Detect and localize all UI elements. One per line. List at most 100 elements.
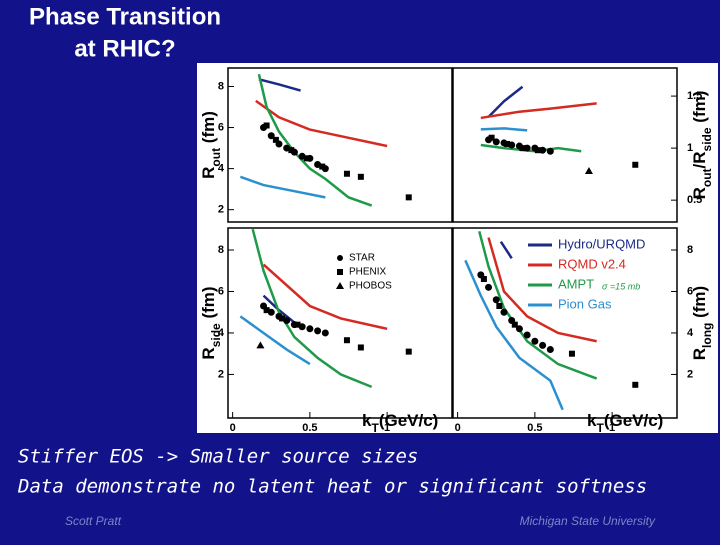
y-axis-label: Rlong (fm) bbox=[690, 286, 714, 360]
model-curve bbox=[239, 175, 326, 199]
data-point bbox=[546, 346, 554, 354]
panel-frame bbox=[452, 67, 678, 223]
label-part: long bbox=[700, 323, 714, 348]
legend-label: PHOBOS bbox=[349, 281, 392, 292]
label-part: T bbox=[371, 421, 379, 435]
label-part: R bbox=[690, 187, 709, 199]
label-part: (fm) bbox=[199, 111, 218, 148]
label-part: R bbox=[690, 348, 709, 360]
y-axis-label: Rside (fm) bbox=[199, 286, 223, 359]
data-point bbox=[303, 155, 310, 162]
data-point bbox=[263, 122, 270, 129]
data-point bbox=[357, 344, 364, 351]
footer-author: Scott Pratt bbox=[65, 514, 122, 528]
data-point bbox=[584, 167, 593, 175]
y-axis-label: Rout/Rside (fm) bbox=[690, 91, 714, 200]
data-point bbox=[314, 327, 322, 335]
label-part: side bbox=[209, 323, 223, 347]
panel-frame bbox=[227, 67, 453, 223]
label-part: /R bbox=[690, 151, 709, 168]
data-point bbox=[343, 170, 350, 177]
y-tick-label: 4 bbox=[218, 327, 225, 339]
title-line: Phase Transition bbox=[29, 3, 221, 30]
legend-marker bbox=[337, 255, 343, 261]
data-point bbox=[511, 321, 518, 328]
panel-frame bbox=[227, 227, 453, 419]
data-point bbox=[519, 145, 526, 152]
label-part: side bbox=[700, 127, 714, 151]
x-tick-label: 0 bbox=[455, 422, 461, 434]
model-curve bbox=[255, 99, 388, 148]
figure-background bbox=[197, 63, 718, 433]
label-part: (GeV/c) bbox=[604, 411, 664, 430]
data-point bbox=[357, 173, 364, 180]
label-part: k bbox=[587, 411, 597, 430]
model-curve bbox=[480, 102, 597, 120]
label-part: out bbox=[209, 148, 223, 167]
y-tick-label: 6 bbox=[218, 121, 224, 133]
y-tick-label: 6 bbox=[218, 285, 224, 297]
label-part: (GeV/c) bbox=[379, 411, 439, 430]
x-tick-label: 1 bbox=[609, 422, 615, 434]
x-tick-label: 0.5 bbox=[527, 422, 542, 434]
data-point bbox=[405, 348, 412, 355]
data-point bbox=[279, 315, 286, 322]
data-point bbox=[405, 194, 412, 201]
data-point bbox=[539, 341, 547, 349]
data-point bbox=[500, 308, 508, 316]
legend-label: PHENIX bbox=[349, 267, 387, 278]
data-point bbox=[632, 381, 639, 388]
panel-frame bbox=[452, 227, 678, 419]
legend-label: AMPT bbox=[558, 276, 594, 291]
data-point bbox=[534, 147, 541, 154]
data-point bbox=[319, 163, 326, 170]
data-point bbox=[343, 337, 350, 344]
legend-label: Hydro/URQMD bbox=[558, 236, 645, 251]
label-part: T bbox=[596, 421, 604, 435]
x-tick-label: 0 bbox=[230, 422, 236, 434]
data-point bbox=[504, 140, 511, 147]
model-curve bbox=[257, 73, 373, 207]
model-curve bbox=[499, 241, 513, 259]
data-point bbox=[272, 136, 279, 143]
y-tick-label: 2 bbox=[218, 204, 224, 216]
data-point bbox=[488, 134, 495, 141]
x-tick-label: 1 bbox=[384, 422, 390, 434]
y-tick-label: 0.5 bbox=[687, 194, 702, 206]
data-point bbox=[531, 337, 539, 345]
label-part: R bbox=[199, 167, 218, 179]
y-tick-label: 8 bbox=[218, 80, 224, 92]
x-axis-label: kT(GeV/c) bbox=[362, 411, 438, 435]
model-curve bbox=[487, 85, 524, 118]
bullet-text: Data demonstrate no latent heat or signi… bbox=[17, 476, 647, 498]
data-point bbox=[294, 321, 301, 328]
model-curve bbox=[251, 228, 373, 389]
label-part: (fm) bbox=[690, 286, 709, 323]
y-tick-label: 2 bbox=[687, 368, 693, 380]
data-point bbox=[306, 325, 314, 333]
data-point bbox=[546, 147, 554, 155]
label-part: out bbox=[700, 168, 714, 187]
x-axis-label: kT(GeV/c) bbox=[587, 411, 663, 435]
label-part: R bbox=[199, 347, 218, 359]
data-point bbox=[523, 331, 531, 339]
bullet-text: Stiffer EOS -> Smaller source sizes bbox=[18, 446, 418, 468]
data-point bbox=[568, 350, 575, 357]
y-tick-label: 1 bbox=[687, 142, 693, 154]
data-point bbox=[492, 296, 500, 304]
data-point bbox=[496, 302, 503, 309]
data-point bbox=[256, 341, 265, 349]
data-point bbox=[485, 283, 493, 291]
y-tick-label: 4 bbox=[687, 327, 694, 339]
legend-label: RQMD v2.4 bbox=[558, 256, 626, 271]
title-line: at RHIC? bbox=[74, 35, 175, 62]
model-curve bbox=[487, 237, 597, 343]
data-point bbox=[321, 329, 329, 337]
legend-marker bbox=[336, 282, 344, 289]
model-curve bbox=[258, 78, 301, 92]
legend-note: σ =15 mb bbox=[602, 281, 640, 291]
legend-marker bbox=[337, 269, 343, 275]
model-curve bbox=[464, 259, 564, 411]
